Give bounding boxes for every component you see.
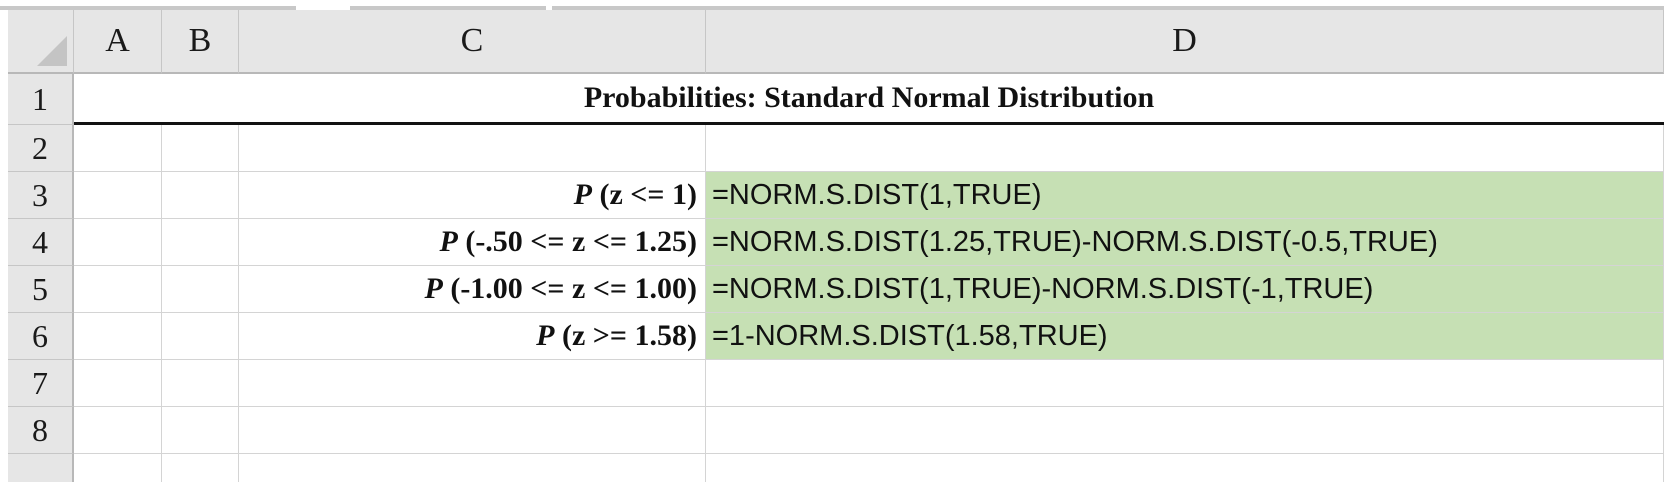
probability-symbol: P <box>439 225 458 258</box>
cell-c4[interactable]: P (-.50 <= z <= 1.25) <box>239 219 706 266</box>
probability-label: P (-.50 <= z <= 1.25) <box>440 219 706 265</box>
formula-text: =NORM.S.DIST(1.25,TRUE)-NORM.S.DIST(-0.5… <box>712 225 1438 258</box>
cell-c7[interactable] <box>239 360 706 407</box>
cell-d7[interactable] <box>706 360 1664 407</box>
merged-title-cell[interactable]: Probabilities: Standard Normal Distribut… <box>74 74 1664 125</box>
cell-a6[interactable] <box>74 313 162 360</box>
probability-expression: (-1.00 <= z <= 1.00) <box>450 272 697 305</box>
cell-c6[interactable]: P (z >= 1.58) <box>239 313 706 360</box>
spreadsheet-grid: A B C D 1 2 3 4 5 6 7 8 Probabilities: S… <box>8 10 1664 482</box>
cell-b6[interactable] <box>162 313 239 360</box>
column-header-b[interactable]: B <box>162 10 239 74</box>
row-header-8[interactable]: 8 <box>8 407 74 454</box>
probability-expression: (z >= 1.58) <box>562 319 697 352</box>
cell-b3[interactable] <box>162 172 239 219</box>
cell-d5[interactable]: =NORM.S.DIST(1,TRUE)-NORM.S.DIST(-1,TRUE… <box>706 266 1664 313</box>
cell-a7[interactable] <box>74 360 162 407</box>
formula-text: =1-NORM.S.DIST(1.58,TRUE) <box>712 319 1108 352</box>
cell-b4[interactable] <box>162 219 239 266</box>
row-header-2[interactable]: 2 <box>8 125 74 172</box>
cell-a5[interactable] <box>74 266 162 313</box>
cell-b9[interactable] <box>162 454 239 482</box>
ribbon-tab-edge <box>552 6 1664 10</box>
cell-d9[interactable] <box>706 454 1664 482</box>
cell-a3[interactable] <box>74 172 162 219</box>
row-header-7[interactable]: 7 <box>8 360 74 407</box>
probability-expression: (z <= 1) <box>599 178 698 211</box>
cell-a8[interactable] <box>74 407 162 454</box>
cell-b8[interactable] <box>162 407 239 454</box>
cell-c3[interactable]: P (z <= 1) <box>239 172 706 219</box>
cell-b5[interactable] <box>162 266 239 313</box>
probability-symbol: P <box>573 178 592 211</box>
probability-label: P (-1.00 <= z <= 1.00) <box>425 266 706 312</box>
probability-label: P (z >= 1.58) <box>536 313 705 359</box>
row-header-6[interactable]: 6 <box>8 313 74 360</box>
row-header-9[interactable] <box>8 454 74 482</box>
cell-d3[interactable]: =NORM.S.DIST(1,TRUE) <box>706 172 1664 219</box>
row-header-1[interactable]: 1 <box>8 74 74 125</box>
formula-text: =NORM.S.DIST(1,TRUE)-NORM.S.DIST(-1,TRUE… <box>712 272 1374 305</box>
row-header-4[interactable]: 4 <box>8 219 74 266</box>
formula-text: =NORM.S.DIST(1,TRUE) <box>712 178 1042 211</box>
row-header-5[interactable]: 5 <box>8 266 74 313</box>
column-header-d[interactable]: D <box>706 10 1664 74</box>
probability-label: P (z <= 1) <box>574 172 705 218</box>
ribbon-tab-edge <box>350 6 546 10</box>
probability-symbol: P <box>424 272 443 305</box>
cell-a9[interactable] <box>74 454 162 482</box>
cell-b2[interactable] <box>162 125 239 172</box>
ribbon-edge <box>0 0 1664 10</box>
probability-symbol: P <box>536 319 555 352</box>
cell-c8[interactable] <box>239 407 706 454</box>
cell-c2[interactable] <box>239 125 706 172</box>
column-header-c[interactable]: C <box>239 10 706 74</box>
cell-c5[interactable]: P (-1.00 <= z <= 1.00) <box>239 266 706 313</box>
ribbon-tab-edge <box>0 6 296 10</box>
cell-d8[interactable] <box>706 407 1664 454</box>
cell-d2[interactable] <box>706 125 1664 172</box>
select-all-triangle-icon <box>37 36 67 66</box>
cell-a4[interactable] <box>74 219 162 266</box>
row-header-3[interactable]: 3 <box>8 172 74 219</box>
cell-a2[interactable] <box>74 125 162 172</box>
column-header-a[interactable]: A <box>74 10 162 74</box>
cell-b7[interactable] <box>162 360 239 407</box>
cell-d6[interactable]: =1-NORM.S.DIST(1.58,TRUE) <box>706 313 1664 360</box>
cell-c9[interactable] <box>239 454 706 482</box>
probability-expression: (-.50 <= z <= 1.25) <box>465 225 697 258</box>
cell-d4[interactable]: =NORM.S.DIST(1.25,TRUE)-NORM.S.DIST(-0.5… <box>706 219 1664 266</box>
select-all-button[interactable] <box>8 10 74 74</box>
